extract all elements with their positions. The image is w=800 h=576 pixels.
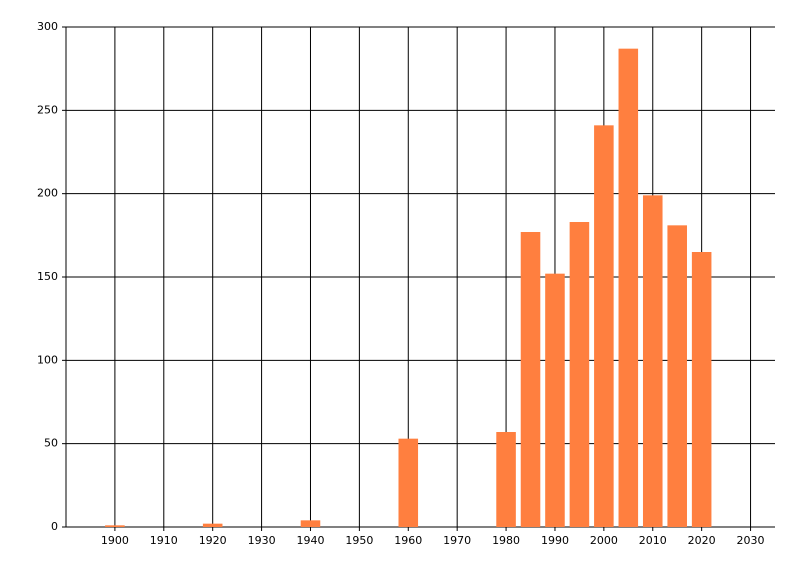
y-tick-label: 100 — [37, 353, 58, 366]
bar — [545, 273, 565, 527]
y-tick-label: 250 — [37, 103, 58, 116]
bar — [398, 438, 419, 527]
x-tick-label: 1940 — [296, 534, 324, 547]
bar — [569, 222, 590, 527]
x-tick-label: 1960 — [394, 534, 422, 547]
x-tick-label: 2000 — [590, 534, 618, 547]
bar — [105, 525, 125, 527]
bar — [496, 432, 516, 527]
bar — [667, 225, 687, 528]
y-tick-label: 200 — [37, 187, 58, 200]
bar — [202, 523, 223, 527]
x-tick-label: 2030 — [737, 534, 765, 547]
bar — [520, 232, 541, 527]
x-tick-label: 1910 — [150, 534, 178, 547]
x-tick-label: 1970 — [443, 534, 471, 547]
bar — [691, 252, 712, 527]
y-tick-label: 150 — [37, 270, 58, 283]
x-tick-label: 2010 — [639, 534, 667, 547]
bar — [300, 520, 321, 527]
x-tick-label: 1930 — [248, 534, 276, 547]
bar — [642, 195, 663, 528]
y-tick-label: 300 — [37, 20, 58, 33]
y-tick-label: 50 — [44, 437, 58, 450]
x-tick-label: 1950 — [345, 534, 373, 547]
x-tick-label: 1990 — [541, 534, 569, 547]
bar — [618, 48, 639, 528]
bar — [594, 125, 614, 527]
x-tick-label: 1920 — [199, 534, 227, 547]
y-tick-label: 0 — [51, 520, 58, 533]
x-tick-label: 1900 — [101, 534, 129, 547]
x-tick-label: 2020 — [688, 534, 716, 547]
x-tick-label: 1980 — [492, 534, 520, 547]
